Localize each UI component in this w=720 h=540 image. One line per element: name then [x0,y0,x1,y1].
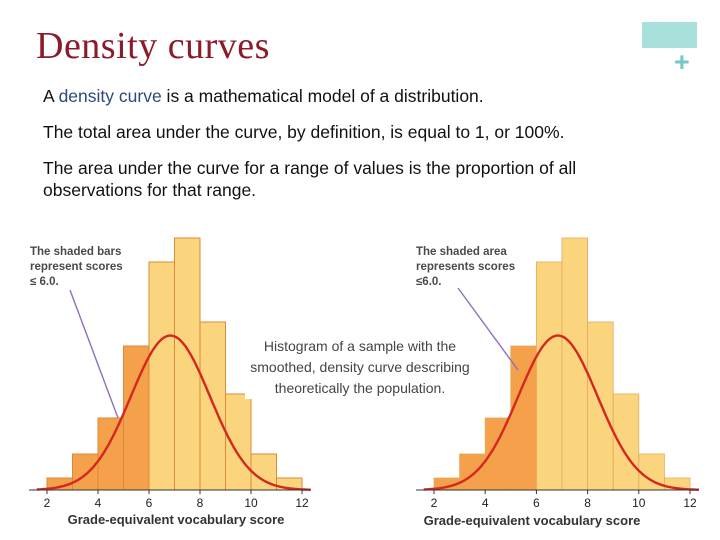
p1-pre: A [43,86,59,106]
annotation-text: The shaded area [416,246,507,258]
density-curve-chart: 2 4 6 8 10 12 Grade-equivalent vocabulary scor… [416,237,699,528]
x-tick-label: 4 [95,496,102,510]
x-tick-label: 2 [44,496,51,510]
histogram-bar [123,345,150,491]
annotation-text: represents scores [416,261,515,273]
annotation-arrow [457,287,519,371]
shaded-area [434,356,537,490]
accent-box [642,22,697,48]
caption: Histogram of a sample with the smoothed,… [245,336,475,399]
histogram-bar [612,393,640,491]
annotation-text: ≤6.0. [416,276,442,288]
p1-post: is a mathematical model of a distributio… [161,86,484,106]
chart-area: 2 4 6 8 10 12 Grade-equivalent vocabulary scor… [29,237,699,528]
histogram-bar [638,453,665,491]
histogram-bar [536,261,563,491]
annotation-arrow [69,289,119,419]
term-density-curve: density curve [58,86,162,106]
paragraph-definition: A density curve is a mathematical model … [43,85,484,107]
x-tick-label: 6 [533,496,540,510]
histogram-bar [148,261,175,491]
x-tick-label: 10 [632,496,646,510]
density-curve [423,334,699,491]
slide-title: Density curves [36,25,270,67]
histogram-bar [72,453,99,491]
x-tick-label: 8 [584,496,591,510]
density-curve [36,334,311,491]
paragraph-range-area: The area under the curve for a range of … [43,158,577,200]
x-axis-label: Grade-equivalent vocabulary score [424,513,641,528]
paragraph-total-area: The total area under the curve, by defin… [43,122,565,142]
x-tick-label: 2 [431,496,438,510]
x-tick-label: 6 [146,496,153,510]
x-tick-label: 4 [482,496,489,510]
histogram-chart: 2 4 6 8 10 12 Grade-equivalent vocabulary scor… [29,237,311,527]
x-tick-label: 12 [683,496,697,510]
x-tick-label: 8 [197,496,204,510]
annotation-text: ≤ 6.0. [30,276,59,288]
annotation-text: The shaded bars [30,246,121,258]
x-tick-label: 12 [295,496,309,510]
annotation-text: represent scores [30,261,123,273]
x-axis-label: Grade-equivalent vocabulary score [68,512,285,527]
histogram-bar [225,393,252,491]
plus-icon: + [674,47,690,77]
x-tick-label: 10 [244,496,258,510]
